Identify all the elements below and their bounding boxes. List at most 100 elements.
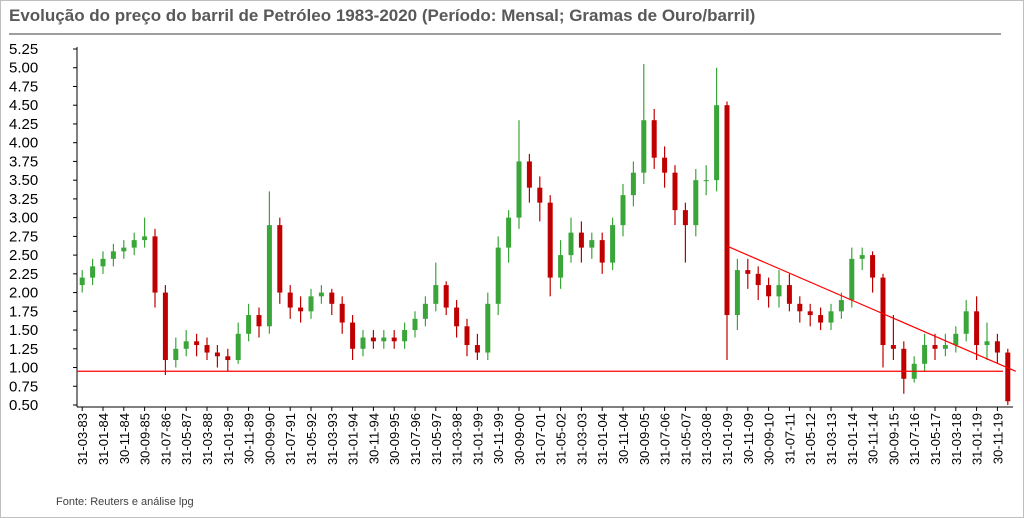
chart-title: Evolução do preço do barril de Petróleo … bbox=[9, 6, 755, 25]
y-tick-label: 4.75 bbox=[9, 78, 38, 95]
candle-body bbox=[121, 247, 127, 252]
candle-body bbox=[474, 345, 480, 353]
x-tick-label: 31-05-12 bbox=[803, 413, 818, 465]
x-tick-label: 31-05-92 bbox=[304, 413, 319, 465]
x-tick-label: 31-05-97 bbox=[429, 413, 444, 465]
candle-body bbox=[110, 251, 116, 259]
candle-body bbox=[776, 285, 782, 297]
candle-body bbox=[194, 341, 200, 346]
candle-body bbox=[256, 315, 262, 327]
x-tick-label: 31-01-09 bbox=[720, 413, 735, 465]
candle-body bbox=[724, 105, 730, 316]
candle-body bbox=[485, 303, 491, 353]
candle-body bbox=[277, 225, 283, 293]
candle-body bbox=[152, 236, 158, 293]
candle-body bbox=[443, 285, 449, 308]
candle-body bbox=[225, 356, 231, 361]
x-tick-label: 30-11-84 bbox=[117, 413, 132, 464]
candle-body bbox=[162, 292, 168, 361]
candle-body bbox=[589, 240, 595, 248]
source-note: Fonte: Reuters e análise lpg bbox=[56, 496, 194, 508]
x-tick-label: 31-01-19 bbox=[970, 413, 985, 465]
candle-body bbox=[516, 161, 522, 218]
x-tick-label: 31-07-96 bbox=[408, 413, 423, 465]
candle-body bbox=[131, 240, 137, 248]
candle-body bbox=[942, 345, 948, 349]
x-tick-label: 31-07-86 bbox=[158, 413, 173, 465]
candle-body bbox=[547, 202, 553, 278]
x-tick-label: 31-07-11 bbox=[782, 413, 797, 464]
candle-body bbox=[173, 348, 179, 361]
candle-body bbox=[287, 292, 293, 308]
candle-body bbox=[745, 270, 751, 274]
x-tick-label: 30-09-85 bbox=[138, 413, 153, 465]
candle-body bbox=[734, 270, 740, 316]
candle-body bbox=[630, 172, 636, 196]
trend-line bbox=[726, 245, 1017, 372]
y-tick-label: 5.25 bbox=[9, 41, 38, 58]
candle-body bbox=[339, 303, 345, 323]
candle-body bbox=[412, 318, 418, 331]
candle-body bbox=[204, 345, 210, 353]
x-tick-label: 31-03-08 bbox=[699, 413, 714, 465]
candle-body bbox=[90, 266, 96, 278]
y-tick-label: 3.50 bbox=[9, 172, 38, 189]
x-tick-label: 30-11-09 bbox=[741, 413, 756, 464]
candle-body bbox=[953, 333, 959, 346]
y-tick-label: 1.25 bbox=[9, 341, 38, 358]
x-tick-label: 31-07-06 bbox=[658, 413, 673, 465]
candle-body bbox=[526, 161, 532, 188]
candle-body bbox=[391, 337, 397, 342]
candle-body bbox=[890, 345, 896, 349]
candle-body bbox=[142, 236, 148, 241]
x-tick-label: 30-11-14 bbox=[866, 413, 881, 464]
candle-body bbox=[308, 296, 314, 312]
candle-body bbox=[266, 225, 272, 327]
candle-body bbox=[797, 303, 803, 312]
candle-body bbox=[381, 337, 387, 342]
candle-body bbox=[506, 217, 512, 248]
x-tick-label: 30-11-99 bbox=[491, 413, 506, 464]
candle-body bbox=[495, 247, 501, 304]
candle-body bbox=[807, 311, 813, 316]
x-tick-label: 31-07-91 bbox=[283, 413, 298, 465]
candle-body bbox=[537, 187, 543, 203]
y-tick-label: 4.00 bbox=[9, 135, 38, 152]
candle-body bbox=[100, 258, 106, 267]
x-tick-label: 31-01-94 bbox=[346, 413, 361, 465]
x-tick-label: 31-05-87 bbox=[179, 413, 194, 465]
x-tick-label: 30-11-04 bbox=[616, 413, 631, 464]
x-tick-label: 31-07-01 bbox=[533, 413, 548, 465]
x-tick-label: 31-03-83 bbox=[75, 413, 90, 465]
candle-body bbox=[880, 277, 886, 346]
candle-body bbox=[682, 210, 688, 226]
candle-body bbox=[901, 348, 907, 379]
candle-body bbox=[298, 307, 304, 312]
x-tick-label: 30-11-89 bbox=[242, 413, 257, 464]
candle-body bbox=[370, 337, 376, 342]
candle-body bbox=[578, 232, 584, 248]
candle-body bbox=[870, 255, 876, 278]
candle-body bbox=[672, 172, 678, 211]
x-tick-label: 30-09-95 bbox=[387, 413, 402, 465]
candle-body bbox=[838, 300, 844, 312]
y-tick-label: 3.75 bbox=[9, 153, 38, 170]
candle-body bbox=[235, 333, 241, 361]
y-tick-label: 2.75 bbox=[9, 228, 38, 245]
candle-body bbox=[662, 157, 668, 173]
candle-body bbox=[693, 180, 699, 226]
x-tick-label: 30-09-15 bbox=[886, 413, 901, 465]
candle-body bbox=[79, 277, 85, 286]
y-tick-label: 0.75 bbox=[9, 378, 38, 395]
candle-body bbox=[454, 307, 460, 327]
x-tick-label: 30-09-10 bbox=[762, 413, 777, 465]
candle-body bbox=[714, 105, 720, 181]
y-tick-label: 2.00 bbox=[9, 285, 38, 302]
x-tick-label: 30-09-05 bbox=[637, 413, 652, 465]
candle-body bbox=[246, 315, 252, 334]
x-tick-label: 31-05-07 bbox=[678, 413, 693, 465]
candle-body bbox=[651, 120, 657, 158]
candle-body bbox=[963, 311, 969, 334]
x-tick-label: 31-05-17 bbox=[928, 413, 943, 465]
